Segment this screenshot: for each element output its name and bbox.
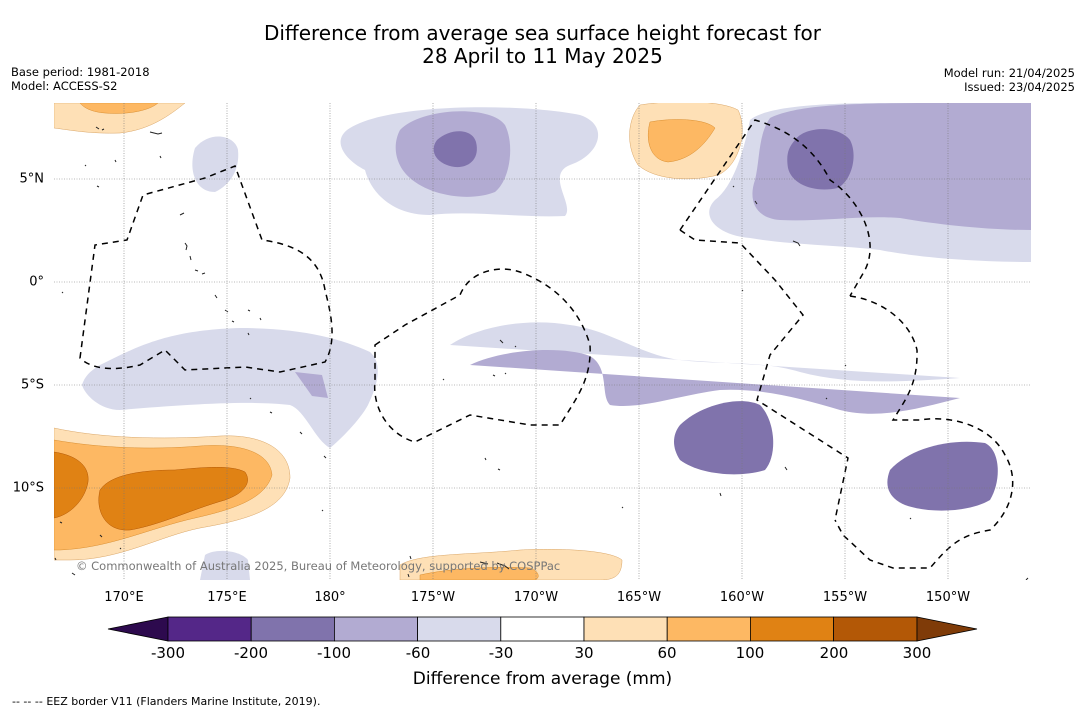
x-tick-label: 150°W <box>925 590 971 605</box>
coastlines <box>54 126 1029 580</box>
x-tick-label: 165°W <box>616 590 662 605</box>
colorbar-extend-high <box>916 616 978 642</box>
x-tick-label: 175°W <box>410 590 456 605</box>
contour-fill <box>450 322 960 382</box>
contour-fill <box>647 119 716 163</box>
contour-fill <box>54 103 186 134</box>
colorbar-tick-label: -100 <box>316 644 352 662</box>
contour-fill <box>887 441 998 511</box>
eez-legend-marker: -- -- -- <box>12 695 43 708</box>
chart-title: Difference from average sea surface heig… <box>0 22 1085 68</box>
title-line-2: 28 April to 11 May 2025 <box>422 44 663 68</box>
y-tick-label: 10°S <box>12 480 44 496</box>
colorbar-segment-pos100 <box>750 616 835 642</box>
graticule <box>54 103 1031 580</box>
contour-fill <box>419 567 539 580</box>
eez-border <box>679 229 849 521</box>
model-info: Base period: 1981-2018 Model: ACCESS-S2 <box>11 65 150 93</box>
colorbar-segment-neutral <box>500 616 585 642</box>
colorbar-tick-label: -60 <box>405 644 431 662</box>
colorbar-tick-label: 100 <box>735 644 765 662</box>
eez-borders <box>79 119 1014 569</box>
colorbar-title: Difference from average (mm) <box>412 669 673 689</box>
issued-date: Issued: 23/04/2025 <box>964 80 1075 94</box>
colorbar-tick-label: 30 <box>574 644 594 662</box>
colorbar-tick-label: -30 <box>488 644 514 662</box>
colorbar-segment-neg200 <box>250 616 335 642</box>
model-run: Model run: 21/04/2025 <box>943 66 1075 80</box>
x-tick-label: 175°E <box>207 590 247 605</box>
island <box>621 185 1029 580</box>
island <box>84 126 163 188</box>
eez-border <box>373 268 591 443</box>
model-name: Model: ACCESS-S2 <box>11 79 118 93</box>
eez-legend-text: EEZ border V11 (Flanders Marine Institut… <box>46 695 321 708</box>
colorbar-segment-neg60 <box>417 616 502 642</box>
island <box>442 339 517 570</box>
contour-fill <box>82 328 378 448</box>
x-tick-label: 155°W <box>822 590 868 605</box>
x-tick-label: 170°W <box>513 590 559 605</box>
contour-fill <box>433 131 477 168</box>
contour-fill <box>200 550 250 580</box>
contour-fill <box>470 350 960 414</box>
y-tick-label: 5°N <box>19 171 45 187</box>
colorbar <box>107 616 978 642</box>
contour-fill <box>54 451 89 519</box>
colorbar-tick-label: 300 <box>902 644 932 662</box>
island <box>54 291 412 578</box>
colorbar-segment-neg300 <box>167 616 252 642</box>
contour-fill <box>98 467 248 531</box>
title-line-1: Difference from average sea surface heig… <box>263 21 822 45</box>
island <box>179 212 262 336</box>
colorbar-segment-pos200 <box>833 616 918 642</box>
colorbar-segment-neg100 <box>333 616 418 642</box>
eez-border <box>834 295 1014 569</box>
eez-border <box>79 165 333 373</box>
x-tick-label: 180° <box>314 590 346 605</box>
eez-border <box>679 119 871 297</box>
colorbar-tick-label: -300 <box>150 644 186 662</box>
contour-fill <box>674 401 774 475</box>
copyright-credit: © Commonwealth of Australia 2025, Bureau… <box>76 559 561 573</box>
colorbar-tick-label: 200 <box>819 644 849 662</box>
colorbar-extend-low <box>107 616 169 642</box>
base-period: Base period: 1981-2018 <box>11 65 150 79</box>
contour-pos-100-200 <box>54 451 248 531</box>
colorbar-tick-label: -200 <box>233 644 269 662</box>
run-info: Model run: 21/04/2025 Issued: 23/04/2025 <box>944 66 1075 94</box>
contour-fill <box>787 129 854 190</box>
x-tick-label: 170°E <box>104 590 144 605</box>
colorbar-tick-label: 60 <box>657 644 677 662</box>
colorbar-segment-pos60 <box>666 616 751 642</box>
y-tick-label: 5°S <box>20 377 44 393</box>
colorbar-segment-pos30 <box>583 616 668 642</box>
x-tick-label: 160°W <box>719 590 765 605</box>
map-plot-area <box>54 103 1031 580</box>
y-tick-label: 0° <box>29 274 44 290</box>
eez-legend: -- -- -- EEZ border V11 (Flanders Marine… <box>12 695 320 708</box>
contour-neg-100-200 <box>433 129 998 511</box>
contour-fill <box>79 103 159 114</box>
